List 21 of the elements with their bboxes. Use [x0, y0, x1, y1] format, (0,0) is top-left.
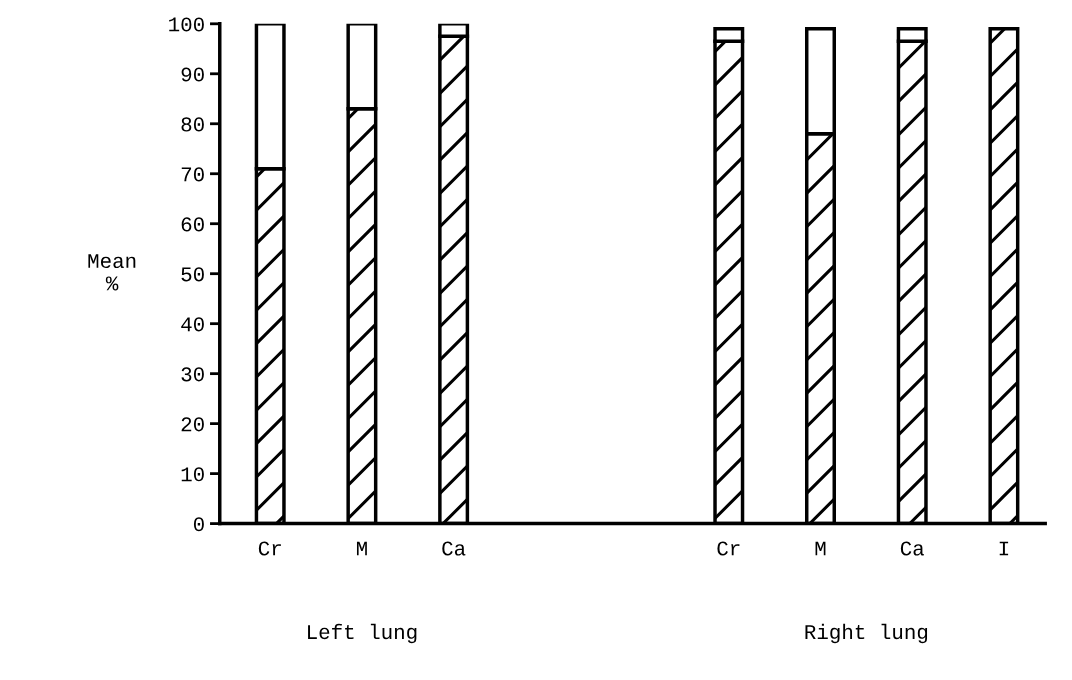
text: Right lung — [805, 623, 928, 644]
text: Left lung — [308, 623, 417, 644]
x-tick-label: M — [356, 541, 367, 556]
y-tick-label: 40 — [181, 317, 204, 332]
x-tick-label: Cr — [717, 541, 740, 556]
y-tick-label: 100 — [169, 17, 204, 32]
x-tick-label: Ca — [900, 541, 925, 556]
y-tick-label: 90 — [181, 67, 204, 82]
x-tick-label: I — [999, 541, 1009, 556]
y-axis-title: Mean % — [88, 254, 136, 291]
y-tick-label: 50 — [181, 267, 204, 282]
y-tick-label: 10 — [181, 467, 204, 482]
y-tick-label: 30 — [181, 367, 204, 382]
x-tick-label: M — [815, 541, 826, 556]
y-tick-label: 80 — [181, 117, 204, 132]
y-tick-label: 60 — [181, 217, 204, 232]
y-tick-label: 20 — [181, 417, 204, 432]
x-tick-label: Ca — [442, 541, 466, 556]
y-tick-label: 0 — [193, 517, 204, 532]
y-tick-label: 70 — [181, 167, 204, 182]
x-tick-label: Cr — [258, 541, 281, 556]
